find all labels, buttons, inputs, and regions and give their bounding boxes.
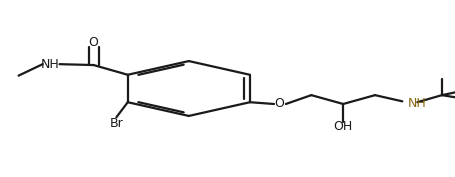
Text: Br: Br (110, 118, 123, 130)
Text: NH: NH (407, 97, 426, 110)
Text: O: O (89, 36, 99, 49)
Text: O: O (274, 98, 284, 110)
Text: NH: NH (41, 58, 60, 71)
Text: OH: OH (334, 121, 353, 133)
